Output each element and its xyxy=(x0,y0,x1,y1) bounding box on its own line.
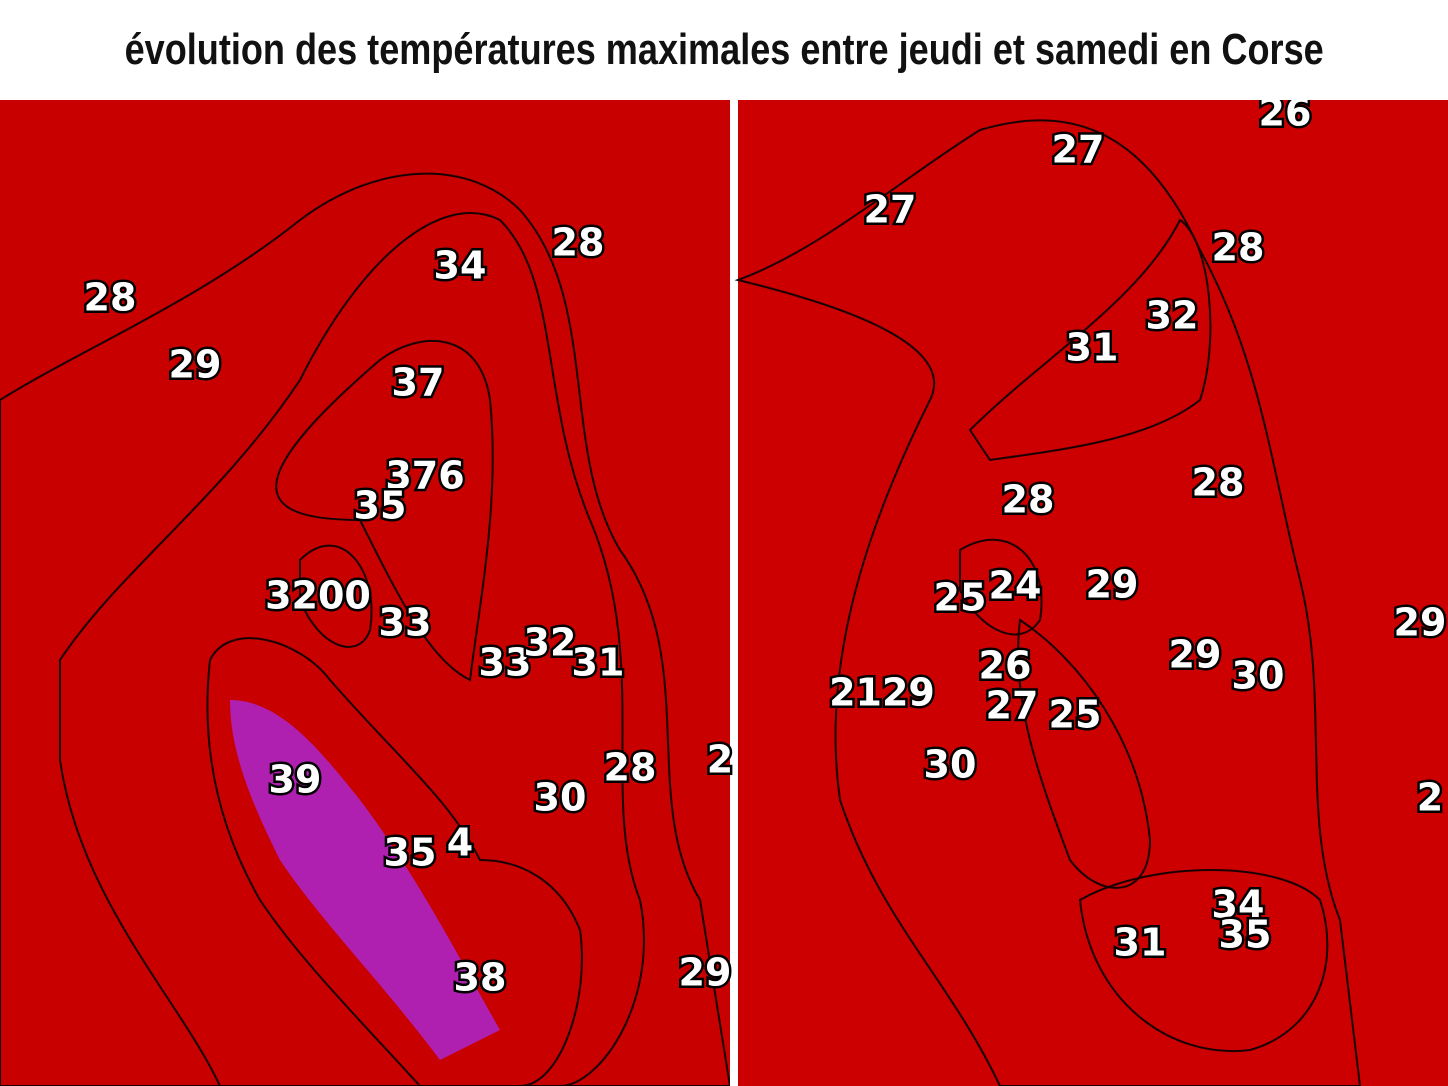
contour-area xyxy=(1017,618,1152,889)
right-map xyxy=(734,100,1448,1086)
temperature-label: 37 xyxy=(392,361,445,405)
temperature-label: 376 xyxy=(385,454,464,498)
temperature-label: 29 xyxy=(1394,601,1447,645)
temperature-label: 2 xyxy=(707,738,733,782)
temperature-label: 2 xyxy=(1417,776,1443,820)
contour-area xyxy=(1078,869,1329,1053)
temperature-label: 25 xyxy=(934,576,987,620)
temperature-label: 28 xyxy=(1212,226,1265,270)
temperature-label: 35 xyxy=(384,831,437,875)
temperature-label: 27 xyxy=(986,684,1039,728)
contour-area xyxy=(968,218,1212,462)
map-background xyxy=(738,100,1448,1086)
contour-area xyxy=(230,700,500,1060)
temperature-label: 29 xyxy=(1086,563,1139,607)
separator xyxy=(730,100,738,1086)
temperature-label: 33 xyxy=(379,601,432,645)
temperature-label: 25 xyxy=(1049,693,1102,737)
temperature-label: 27 xyxy=(1052,128,1105,172)
temperature-label: 29 xyxy=(679,951,732,995)
temperature-label: 38 xyxy=(454,956,507,1000)
temperature-label: 29 xyxy=(169,343,222,387)
temperature-label: 39 xyxy=(269,758,322,802)
temperature-label: 30 xyxy=(1232,654,1285,698)
temperature-label: 33 xyxy=(479,641,532,685)
temperature-label: 34 xyxy=(1212,883,1265,927)
temperature-label: 28 xyxy=(1002,478,1055,522)
title-bar: évolution des températures maximales ent… xyxy=(0,0,1448,100)
temperature-label: 32 xyxy=(524,621,577,665)
temperature-label: 27 xyxy=(864,188,917,232)
temperature-label: 28 xyxy=(604,746,657,790)
temperature-label: 31 xyxy=(572,641,625,685)
contour-area xyxy=(206,637,583,1086)
contour-area xyxy=(959,538,1043,636)
contour-area xyxy=(734,119,1362,1086)
title: évolution des températures maximales ent… xyxy=(124,25,1324,74)
temperature-label: 35 xyxy=(354,484,407,528)
temperature-label: 26 xyxy=(1259,100,1312,135)
temperature-label: 26 xyxy=(979,644,1032,688)
temperature-label: 30 xyxy=(534,776,587,820)
temperature-label: 29 xyxy=(1169,633,1222,677)
temperature-label: 28 xyxy=(84,276,137,320)
temperature-label: 30 xyxy=(924,743,977,787)
temperature-label: 34 xyxy=(434,244,487,288)
temperature-label: 31 xyxy=(1066,326,1119,370)
temperature-label: 35 xyxy=(1219,913,1272,957)
temperature-label: 2129 xyxy=(829,671,935,715)
contour-area xyxy=(59,212,645,1086)
temperature-label: 28 xyxy=(1192,461,1245,505)
temperature-label: 32 xyxy=(1146,294,1199,338)
temperature-label: 3200 xyxy=(265,574,371,618)
left-map xyxy=(0,100,732,1086)
temperature-label: 28 xyxy=(552,221,605,265)
contour-area xyxy=(0,172,732,1086)
contour-area xyxy=(299,544,373,648)
temperature-label: 4 xyxy=(447,821,473,865)
temperature-label: 24 xyxy=(989,564,1042,608)
contour-area xyxy=(275,340,494,682)
temperature-label: 31 xyxy=(1114,921,1167,965)
